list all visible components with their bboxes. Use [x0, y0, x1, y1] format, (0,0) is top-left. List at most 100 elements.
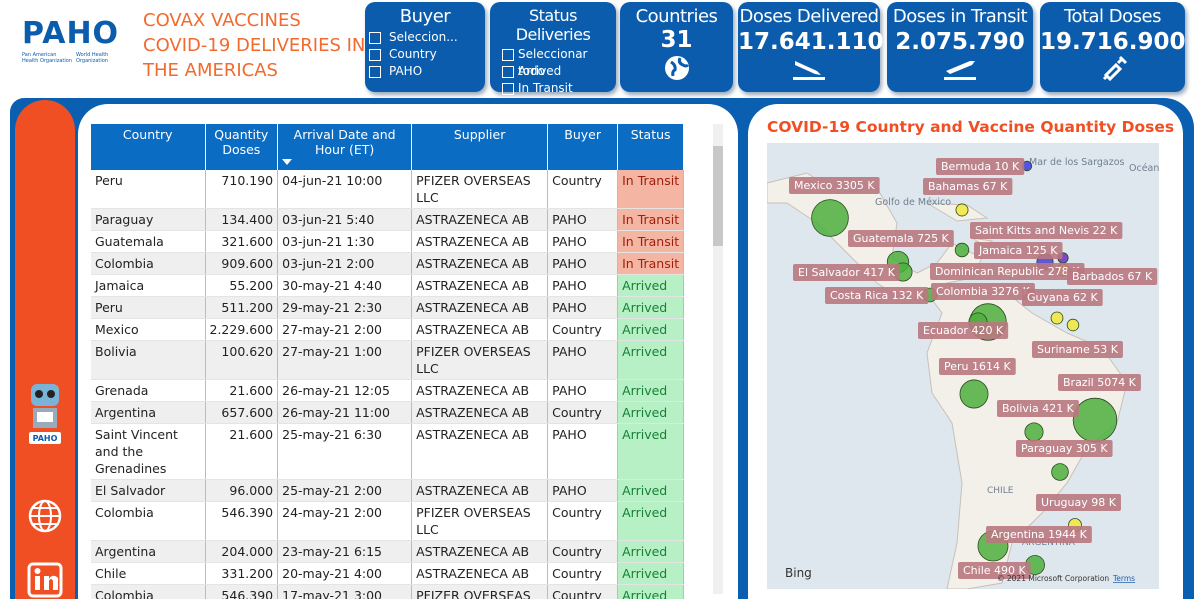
robot-icon[interactable]: PAHO — [23, 372, 67, 448]
bubble-label: Saint Kitts and Nevis 22 K — [970, 222, 1123, 239]
label-box — [997, 400, 1079, 417]
scrollbar[interactable] — [713, 124, 723, 594]
label-text: El Salvador 417 K — [798, 266, 896, 279]
bubble — [1066, 318, 1080, 332]
title-line: THE AMERICAS — [143, 60, 278, 81]
filter-option[interactable]: PAHO — [365, 63, 485, 80]
map-title: COVID-19 Country and Vaccine Quantity Do… — [767, 118, 1175, 136]
bubble-label: Brazil 5074 K — [1058, 374, 1141, 391]
table-cell: 546.390 — [205, 501, 279, 541]
label-text: Uruguay 98 K — [1041, 496, 1117, 509]
status-filter: Status Deliveries Seleccionar todo Arrive… — [490, 2, 616, 95]
bubble-label: Bermuda 10 K — [936, 158, 1025, 175]
globe-icon — [664, 56, 689, 80]
table-cell: Country — [547, 562, 619, 585]
label-box — [923, 178, 1013, 195]
table-cell: In Transit — [617, 230, 685, 253]
kpi-title: Total Doses — [1064, 6, 1161, 27]
bubble-label: Chile 490 K — [958, 562, 1031, 579]
filter-option[interactable]: In Transit — [498, 80, 616, 97]
filter-option[interactable]: Seleccionar todo — [498, 46, 616, 78]
logo-text: PAHO — [22, 16, 120, 51]
table-row: Argentina 204.000 23-may-21 6:15 ASTRAZENEC… — [91, 540, 685, 563]
label-box — [931, 283, 1035, 300]
column-header[interactable]: Buyer — [547, 124, 619, 170]
label-text: Ecuador 420 K — [923, 324, 1004, 337]
table-row: Bolivia 100.620 27-may-21 1:00 PFIZER OVERS… — [91, 340, 685, 380]
table-row: Mexico 2.229.600 27-may-21 2:00 ASTRAZENECA… — [91, 318, 685, 341]
table-panel: Country Quantity Doses Arrival Date and Ho… — [78, 104, 738, 599]
label-text: Chile 490 K — [963, 564, 1027, 577]
table-cell: Country — [547, 401, 619, 424]
table-cell: PAHO — [547, 208, 619, 231]
table-cell: Bolivia — [91, 340, 206, 380]
title-line: COVID-19 DELIVERIES IN — [143, 35, 366, 56]
kpi-value: 19.716.900 — [1040, 29, 1186, 55]
table-cell: 25-may-21 6:30 — [277, 423, 413, 480]
table-cell: PFIZER OVERSEAS LLC — [411, 170, 549, 209]
filter-option[interactable]: Country — [365, 46, 485, 63]
bubble — [959, 379, 989, 409]
bubble-label: El Salvador 417 K — [793, 264, 900, 281]
table-cell: Peru — [91, 170, 206, 209]
label-text: Guatemala 725 K — [853, 232, 950, 245]
table-cell: Arrived — [617, 423, 685, 480]
table-cell: 03-jun-21 1:30 — [277, 230, 413, 253]
filter-option[interactable]: Seleccion... — [365, 29, 485, 46]
column-header[interactable]: Status — [617, 124, 685, 170]
bubble — [1072, 397, 1118, 443]
table-cell: PAHO — [547, 379, 619, 402]
table-cell: PAHO — [547, 252, 619, 275]
table-cell: PFIZER OVERSEAS LLC — [411, 584, 549, 599]
web-icon[interactable] — [27, 498, 63, 534]
table-cell: 26-may-21 12:05 — [277, 379, 413, 402]
table-cell: 25-may-21 2:00 — [277, 479, 413, 502]
table-cell: Arrived — [617, 318, 685, 341]
table-cell: Arrived — [617, 479, 685, 502]
table-cell: PAHO — [547, 423, 619, 480]
kpi-card: Countries 31 — [620, 2, 733, 92]
attribution: © 2021 Microsoft Corporation — [997, 574, 1109, 583]
table-row: El Salvador 96.000 25-may-21 2:00 ASTRAZENE… — [91, 479, 685, 502]
table-cell: Arrived — [617, 401, 685, 424]
kpi-card: Total Doses 19.716.900 — [1040, 2, 1186, 92]
bubble-label: Uruguay 98 K — [1036, 494, 1121, 511]
label-box — [939, 358, 1016, 375]
table-cell: Arrived — [617, 584, 685, 599]
table-cell: Arrived — [617, 296, 685, 319]
label-box — [986, 526, 1092, 543]
table-cell: 24-may-21 2:00 — [277, 501, 413, 541]
column-header[interactable]: Supplier — [411, 124, 549, 170]
terms-link[interactable]: Terms — [1112, 574, 1135, 583]
table-cell: Country — [547, 540, 619, 563]
label-box — [958, 562, 1031, 579]
scroll-thumb[interactable] — [713, 146, 723, 246]
syringe-icon — [1102, 55, 1127, 82]
table-cell: 710.190 — [205, 170, 279, 209]
map: Mar de los Sargazos Golfo de México Océano… — [767, 143, 1159, 589]
kpi-value: 2.075.790 — [895, 29, 1025, 55]
label-text: Bermuda 10 K — [941, 160, 1020, 173]
table-cell: In Transit — [617, 252, 685, 275]
bubble-label: Suriname 53 K — [1032, 341, 1123, 358]
table-row: Guatemala 321.600 03-jun-21 1:30 ASTRAZENEC… — [91, 230, 685, 253]
column-header[interactable]: Quantity Doses — [205, 124, 279, 170]
filter-option[interactable]: Arrived — [498, 63, 616, 80]
label-box — [918, 322, 1009, 339]
bubble-label: Barbados 67 K — [1067, 268, 1158, 285]
label-text: Mexico 3305 K — [794, 179, 875, 192]
label-text: Saint Kitts and Nevis 22 K — [975, 224, 1118, 237]
label-text: Bahamas 67 K — [928, 180, 1008, 193]
table-cell: ASTRAZENECA AB — [411, 318, 549, 341]
bubble-label: Colombia 3276 K — [931, 283, 1035, 300]
table-cell: 331.200 — [205, 562, 279, 585]
table-cell: Colombia — [91, 252, 206, 275]
table-cell: ASTRAZENECA AB — [411, 274, 549, 297]
title: COVAX VACCINES COVID-19 DELIVERIES IN TH… — [143, 8, 365, 83]
column-header[interactable]: Arrival Date and Hour (ET) — [277, 124, 413, 170]
table-cell: PAHO — [547, 296, 619, 319]
linkedin-icon[interactable] — [27, 562, 63, 598]
column-header[interactable]: Country — [91, 124, 206, 170]
table-cell: Colombia — [91, 501, 206, 541]
